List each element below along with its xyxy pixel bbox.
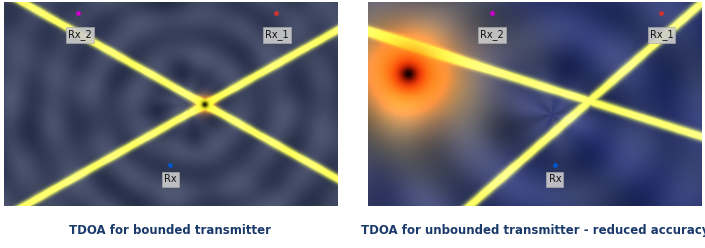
Text: Rx_2: Rx_2 [68,30,92,40]
Text: Rx: Rx [548,174,561,185]
Text: Rx_1: Rx_1 [650,30,673,40]
Text: Rx_1: Rx_1 [265,30,288,40]
Text: Rx: Rx [164,174,176,185]
Text: TDOA for unbounded transmitter - reduced accuracy: TDOA for unbounded transmitter - reduced… [361,224,705,237]
Text: Rx_2: Rx_2 [479,30,503,40]
Text: TDOA for bounded transmitter: TDOA for bounded transmitter [69,224,271,237]
